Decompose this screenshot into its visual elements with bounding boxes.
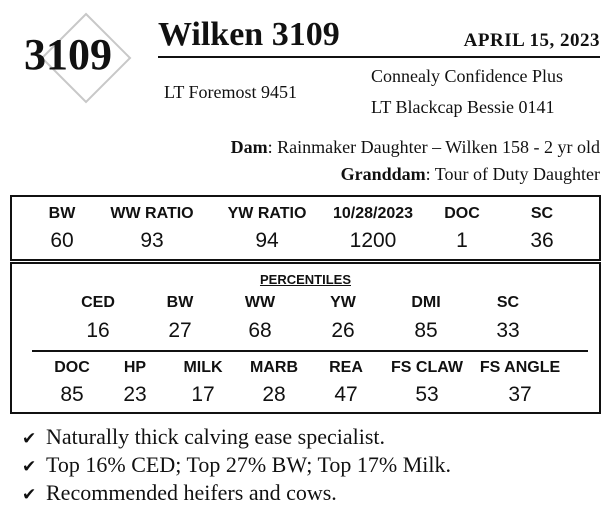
pct-value-ww: 68 <box>248 319 272 342</box>
perf-header-ww-ratio: WW RATIO <box>110 205 194 222</box>
pct-header-sc: SC <box>496 294 520 311</box>
pct-value-rea: 47 <box>334 383 358 406</box>
highlight-text: Naturally thick calving ease specialist. <box>46 424 386 449</box>
pct-header-rea: REA <box>329 359 363 376</box>
dam-text: : Rainmaker Daughter – Wilken 158 - 2 yr… <box>267 137 600 157</box>
pct-header-dmi: DMI <box>411 294 441 311</box>
pct-header-ced: CED <box>81 294 115 311</box>
perf-value-sc: 36 <box>530 229 554 252</box>
granddam-label: Granddam <box>340 164 426 184</box>
highlights-list: ✔ Naturally thick calving ease specialist… <box>22 424 451 508</box>
highlight-text: Recommended heifers and cows. <box>46 480 337 505</box>
perf-header-date: 10/28/2023 <box>332 205 414 222</box>
lot-number: 3109 <box>24 30 112 79</box>
pct-header-marb: MARB <box>250 359 298 376</box>
perf-value-bw: 60 <box>50 229 74 252</box>
pct-header-fs-claw: FS CLAW <box>391 359 463 376</box>
diamond-icon <box>40 12 132 104</box>
sale-date: APRIL 15, 2023 <box>463 30 600 51</box>
pct-header-ww: WW <box>244 294 276 311</box>
perf-header-sc: SC <box>530 205 554 222</box>
performance-box: BW WW RATIO YW RATIO 10/28/2023 DOC SC 6… <box>10 195 601 261</box>
sire-name: LT Foremost 9451 <box>164 82 298 102</box>
pct-header-milk: MILK <box>183 359 223 376</box>
pct-header-yw: YW <box>330 294 356 311</box>
granddam-line: Granddam: Tour of Duty Daughter <box>341 163 600 185</box>
checkmark-icon: ✔ <box>22 429 37 449</box>
checkmark-icon: ✔ <box>22 485 37 505</box>
percentiles-title: PERCENTILES <box>12 272 599 287</box>
perf-header-doc: DOC <box>444 205 480 222</box>
pct-value-ced: 16 <box>86 319 110 342</box>
highlight-item: ✔ Top 16% CED; Top 27% BW; Top 17% Milk. <box>22 452 451 480</box>
sire-dam-name: LT Blackcap Bessie 0141 <box>371 97 555 117</box>
highlight-item: ✔ Recommended heifers and cows. <box>22 480 451 508</box>
perf-header-bw: BW <box>48 205 76 222</box>
pct-value-fs-claw: 53 <box>415 383 439 406</box>
granddam-text: : Tour of Duty Daughter <box>425 164 600 184</box>
title-divider <box>158 56 600 58</box>
pct-value-dmi: 85 <box>414 319 438 342</box>
pct-value-doc: 85 <box>60 383 84 406</box>
perf-header-yw-ratio: YW RATIO <box>227 205 307 222</box>
percentiles-title-text: PERCENTILES <box>259 272 351 287</box>
dam-label: Dam <box>230 137 268 157</box>
pct-header-doc: DOC <box>54 359 90 376</box>
dam-line: Dam: Rainmaker Daughter – Wilken 158 - 2… <box>231 136 600 158</box>
pct-header-hp: HP <box>123 359 147 376</box>
highlight-item: ✔ Naturally thick calving ease specialist… <box>22 424 451 452</box>
checkmark-icon: ✔ <box>22 457 37 477</box>
perf-value-ww-ratio: 93 <box>140 229 164 252</box>
pct-value-bw: 27 <box>168 319 192 342</box>
pct-value-milk: 17 <box>191 383 215 406</box>
perf-value-date: 1200 <box>349 229 397 252</box>
pct-value-marb: 28 <box>262 383 286 406</box>
pct-header-fs-angle: FS ANGLE <box>479 359 561 376</box>
highlight-text: Top 16% CED; Top 27% BW; Top 17% Milk. <box>46 452 452 477</box>
pct-header-bw: BW <box>166 294 194 311</box>
bull-name: Wilken 3109 <box>158 16 340 53</box>
percentiles-box: PERCENTILES CED BW WW YW DMI SC 16 27 68… <box>10 262 601 414</box>
sire-sire-name: Connealy Confidence Plus <box>371 66 563 86</box>
pct-value-yw: 26 <box>331 319 355 342</box>
pct-value-sc: 33 <box>496 319 520 342</box>
percentiles-divider <box>32 350 588 352</box>
perf-value-doc: 1 <box>456 229 468 252</box>
perf-value-yw-ratio: 94 <box>255 229 279 252</box>
pct-value-fs-angle: 37 <box>508 383 532 406</box>
pct-value-hp: 23 <box>123 383 147 406</box>
